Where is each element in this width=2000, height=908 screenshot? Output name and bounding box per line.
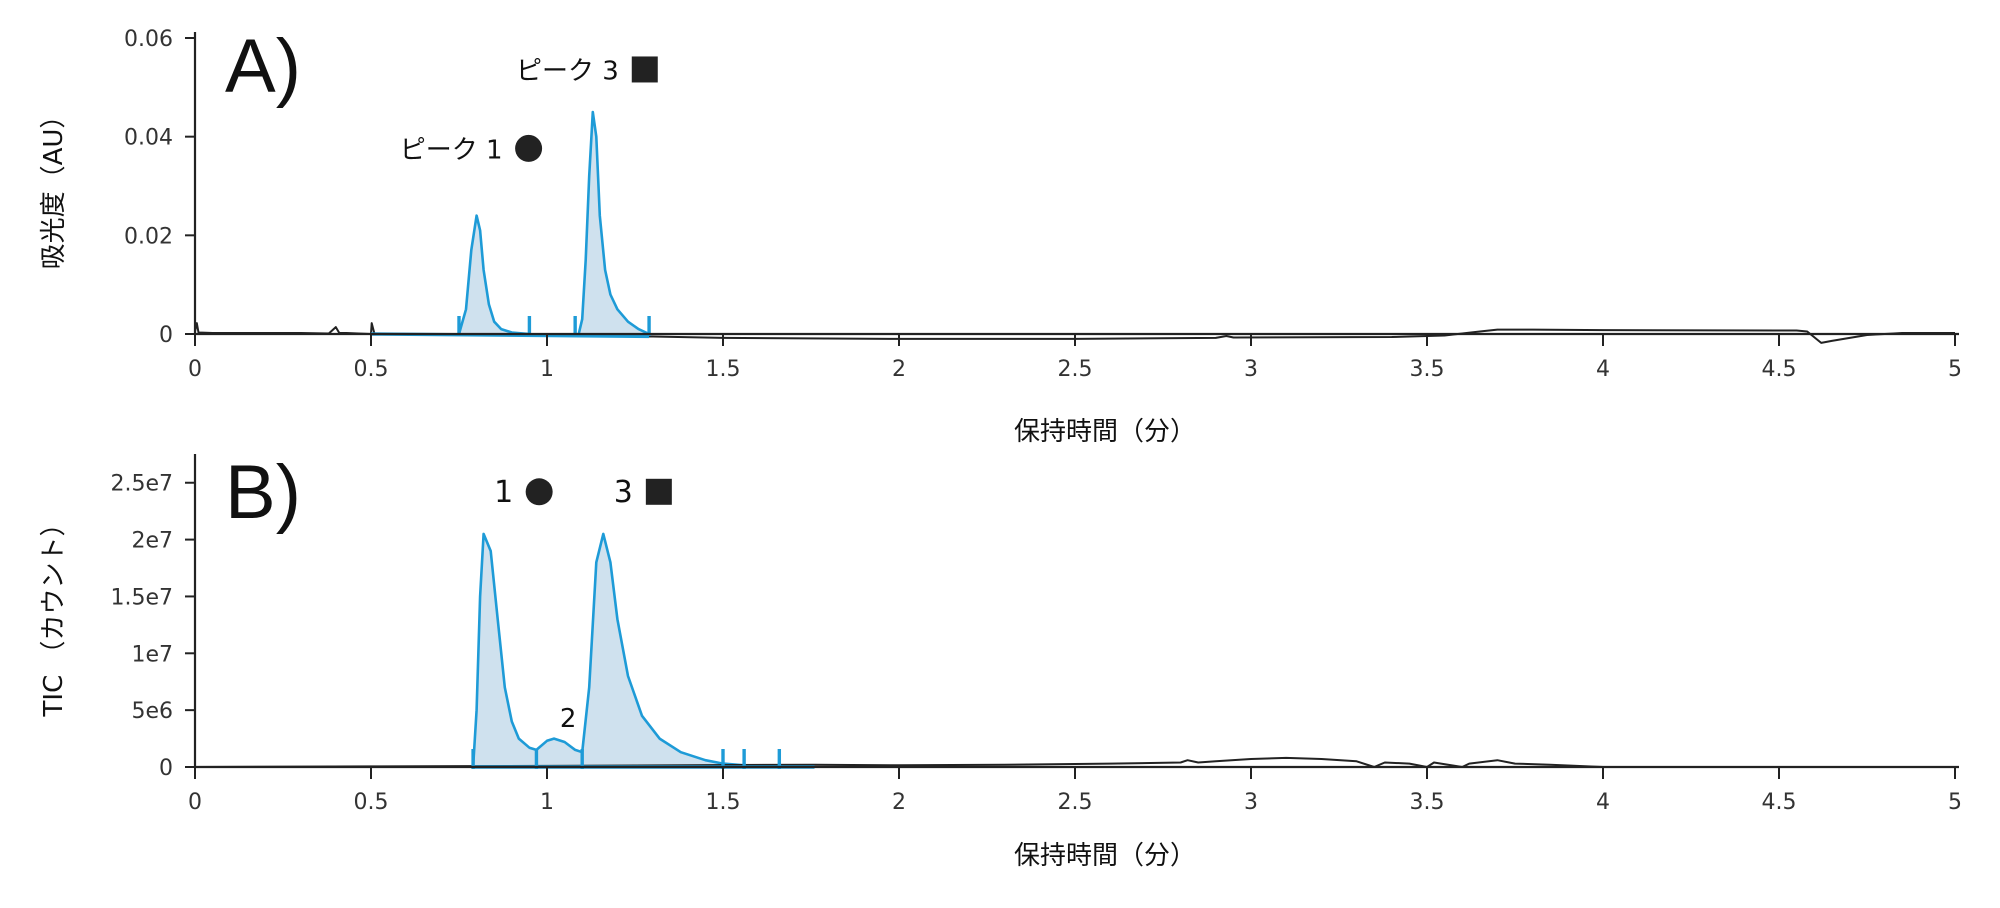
panel-a-chart: 0 0.02 0.04 0.06 0 0.5 1 1.5 2 2.5 3 3.5 4 4.5 5 保持時間（分… [39, 24, 1962, 447]
panel-b-peak-line-1 [471, 532, 537, 768]
panel-a-y-tick-label: 0.06 [124, 27, 173, 52]
panel-b-peak-line-2 [535, 737, 583, 754]
panel-b-peak-marker-circle-icon [525, 478, 553, 506]
panel-b-x-tick-label: 4 [1596, 790, 1610, 815]
panel-b-x-tick-label: 0 [188, 790, 202, 815]
panel-b-y-tick-label: 1e7 [131, 642, 173, 667]
panel-a-x-tick-label: 1.5 [706, 357, 741, 382]
panel-b-peak-annotation: 3 [614, 475, 633, 510]
panel-a-x-tick-label: 3 [1244, 357, 1258, 382]
panel-b-x-tick-label: 3 [1244, 790, 1258, 815]
panel-a-label: A) [225, 24, 301, 109]
panel-b-peak-annotation: 2 [560, 704, 577, 734]
panel-b-trace-line [194, 756, 1604, 768]
panel-b-x-axis-title: 保持時間（分） [1014, 841, 1196, 871]
panel-b-chart: 0 5e6 1e7 1.5e7 2e7 2.5e7 0 0.5 1 1.5 2 2.5 3 3.5 4 4.5… [39, 450, 1962, 871]
panel-a-peak-line-2 [577, 110, 650, 336]
panel-a-x-tick-label: 0.5 [354, 357, 389, 382]
panel-b-label: B) [225, 450, 301, 535]
panel-b-y-tick-label: 1.5e7 [110, 585, 173, 610]
panel-b-y-tick-label: 2.5e7 [110, 472, 173, 497]
panel-b-x-tick-label: 2 [892, 790, 906, 815]
panel-a-x-tick-label: 0 [188, 357, 202, 382]
panel-a-x-tick-label: 3.5 [1410, 357, 1445, 382]
panel-a-y-axis-title: 吸光度（AU） [39, 103, 69, 270]
panel-a-peak-area-2 [578, 112, 650, 334]
panel-a-peak-marker-square-icon [631, 56, 658, 83]
panel-b-y-axis-title: TIC （カウント） [39, 511, 69, 718]
panel-b-peak-area-3 [582, 533, 815, 767]
panel-a-peak-line-1 [457, 214, 530, 336]
panel-b-x-tick-label: 4.5 [1762, 790, 1797, 815]
panel-a-y-tick-label: 0.02 [124, 224, 173, 249]
panel-a-peak-area-1 [459, 215, 530, 334]
panel-a-x-axis-title: 保持時間（分） [1014, 417, 1196, 447]
panel-a-x-tick-label: 4.5 [1762, 357, 1797, 382]
panel-a-x-tick-label: 5 [1948, 357, 1962, 382]
panel-b-peak-area-2 [536, 738, 583, 767]
panel-a-peak-annotation: ピーク 3 [516, 56, 619, 86]
panel-b-y-tick-label: 0 [159, 756, 173, 781]
panel-a-trace-line [194, 322, 1955, 344]
panel-a-x-tick-label: 1 [540, 357, 554, 382]
panel-b-x-tick-label: 2.5 [1058, 790, 1093, 815]
panel-b-x-tick-label: 3.5 [1410, 790, 1445, 815]
panel-b-x-tick-label: 0.5 [354, 790, 389, 815]
panel-b-x-tick-label: 1 [540, 790, 554, 815]
panel-b-x-tick-label: 5 [1948, 790, 1962, 815]
panel-a-x-tick-label: 2 [892, 357, 906, 382]
panel-b-y-tick-label: 2e7 [131, 529, 173, 554]
panel-b-peak-marker-square-icon [645, 478, 672, 505]
panel-a-y-tick-label: 0.04 [124, 126, 173, 151]
panel-a-y-tick-label: 0 [159, 323, 173, 348]
panel-a-x-tick-label: 2.5 [1058, 357, 1093, 382]
panel-a-peak-annotation: ピーク 1 [400, 135, 503, 165]
panel-b-peak-annotation: 1 [494, 475, 513, 510]
panel-b-x-tick-label: 1.5 [706, 790, 741, 815]
panel-a-peak-marker-circle-icon [515, 134, 543, 162]
panel-a-x-tick-label: 4 [1596, 357, 1610, 382]
panel-b-y-tick-label: 5e6 [131, 699, 173, 724]
panel-b-peak-area-1 [473, 533, 537, 767]
